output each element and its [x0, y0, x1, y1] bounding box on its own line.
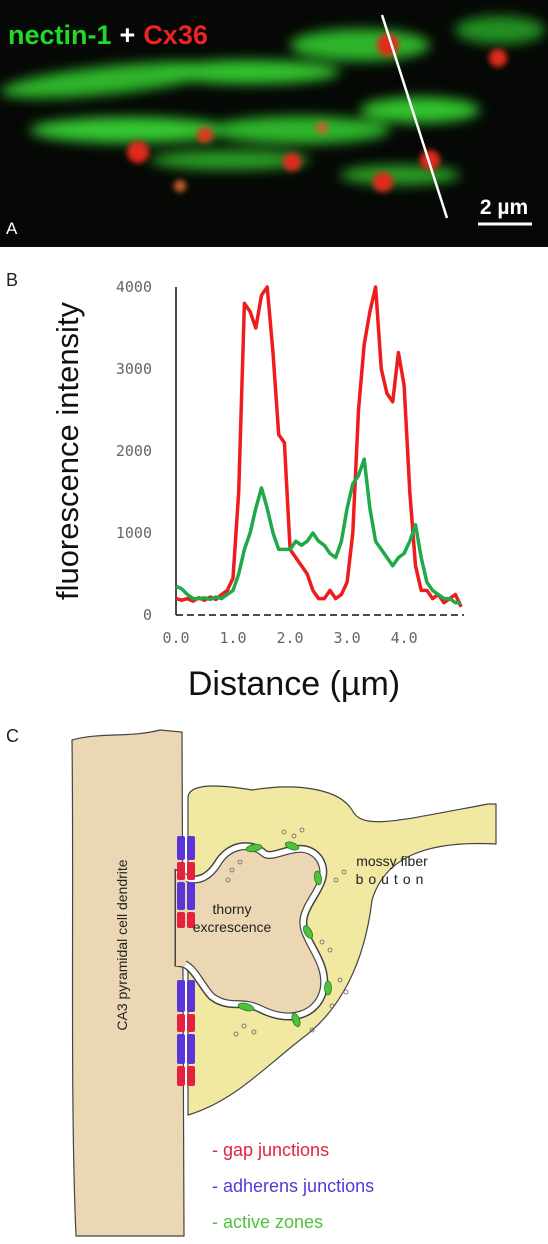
red-signal	[174, 180, 186, 192]
gap-junction	[177, 1014, 185, 1032]
stain-2: Cx36	[143, 20, 208, 50]
vesicle	[291, 833, 297, 839]
vesicle	[241, 1023, 247, 1029]
x-tick-label: 2.0	[277, 629, 304, 647]
legend-entry: - active zones	[212, 1212, 323, 1232]
gap-junction	[177, 912, 185, 928]
active-zone	[324, 980, 332, 996]
data-line	[175, 457, 462, 605]
vesicle	[337, 977, 343, 983]
gap-junction	[177, 1066, 185, 1086]
green-signal	[150, 150, 310, 170]
active-zone	[237, 1002, 255, 1012]
panel-label: C	[6, 726, 19, 746]
adherens-junction	[177, 1034, 185, 1064]
green-signal	[455, 16, 545, 44]
scale-bar-label: 2 µm	[480, 196, 528, 219]
vesicle	[237, 859, 243, 865]
panel-label: B	[6, 270, 18, 290]
red-signal	[420, 150, 440, 170]
red-signal	[283, 153, 301, 171]
vesicle	[327, 947, 333, 953]
dendrite	[71, 729, 185, 1237]
data-line	[175, 285, 463, 608]
active-zone	[284, 841, 300, 851]
gap-junction	[187, 1014, 195, 1032]
y-tick-label: 2000	[116, 442, 152, 460]
x-axis-title: Distance (µm)	[188, 665, 400, 703]
vesicle	[343, 989, 349, 995]
y-tick-label: 4000	[116, 278, 152, 296]
green-signal	[160, 60, 340, 84]
gap-junction	[177, 862, 185, 880]
adherens-junction	[177, 836, 185, 860]
line-chart: 0 1000 2000 3000 4000 0.0 1.0 2.0 3.0 4.0 fluoresc…	[50, 278, 464, 703]
stain-legend: nectin-1 + Cx36	[8, 20, 208, 50]
adherens-junction	[187, 980, 195, 1012]
thorn-label: excrescence	[193, 919, 272, 935]
vesicle	[299, 827, 305, 833]
x-tick-label: 0.0	[162, 629, 189, 647]
y-axis-title: fluorescence intensity	[50, 301, 85, 600]
vesicle	[319, 939, 325, 945]
panel-label: A	[6, 219, 18, 238]
green-signal	[290, 29, 430, 61]
vesicles	[225, 827, 349, 1037]
junctions	[177, 836, 195, 1086]
green-signal	[210, 116, 390, 144]
y-tick-label: 3000	[116, 360, 152, 378]
vesicle	[229, 867, 235, 873]
green-signal	[340, 165, 460, 185]
red-signal	[197, 127, 213, 143]
adherens-junction	[187, 1034, 195, 1064]
y-tick-label: 1000	[116, 524, 152, 542]
red-signal	[373, 172, 393, 192]
vesicle	[329, 1003, 335, 1009]
adherens-junction	[177, 882, 185, 910]
bouton-label: bouton	[356, 871, 429, 887]
vesicle	[309, 1027, 315, 1033]
active-zone	[302, 925, 314, 939]
vesicle	[333, 877, 339, 883]
gap-junction	[187, 912, 195, 928]
bouton-label: mossy fiber	[356, 853, 428, 869]
vesicle	[341, 869, 347, 875]
profile-line	[380, 14, 449, 219]
active-zone	[245, 843, 263, 853]
stain-1: nectin-1	[8, 20, 112, 50]
red-signal	[316, 122, 328, 134]
thorn-label: thorny	[213, 901, 252, 917]
adherens-junction	[187, 882, 195, 910]
x-tick-label: 4.0	[391, 629, 418, 647]
dendrite-label: CA3 pyramidal cell dendrite	[114, 859, 130, 1030]
red-signal	[127, 141, 149, 163]
micrograph-signal	[0, 16, 545, 185]
adherens-junction	[177, 980, 185, 1012]
gap-junction	[187, 1066, 195, 1086]
active-zone	[313, 870, 323, 886]
legend-entry: - adherens junctions	[212, 1176, 374, 1196]
green-signal	[30, 117, 230, 143]
adherens-junction	[187, 836, 195, 860]
vesicle	[281, 829, 287, 835]
x-tick-label: 3.0	[334, 629, 361, 647]
active-zone	[291, 1012, 301, 1028]
vesicle	[251, 1029, 257, 1035]
gap-junction	[187, 862, 195, 880]
y-tick-label: 0	[143, 606, 152, 624]
plus: +	[120, 20, 136, 50]
micrograph-red	[127, 34, 507, 192]
legend-entry: - gap junctions	[212, 1140, 329, 1160]
red-signal	[489, 49, 507, 67]
x-tick-label: 1.0	[219, 629, 246, 647]
green-signal	[360, 97, 480, 123]
vesicle	[225, 877, 231, 883]
vesicle	[233, 1031, 239, 1037]
active-zones	[237, 841, 332, 1028]
